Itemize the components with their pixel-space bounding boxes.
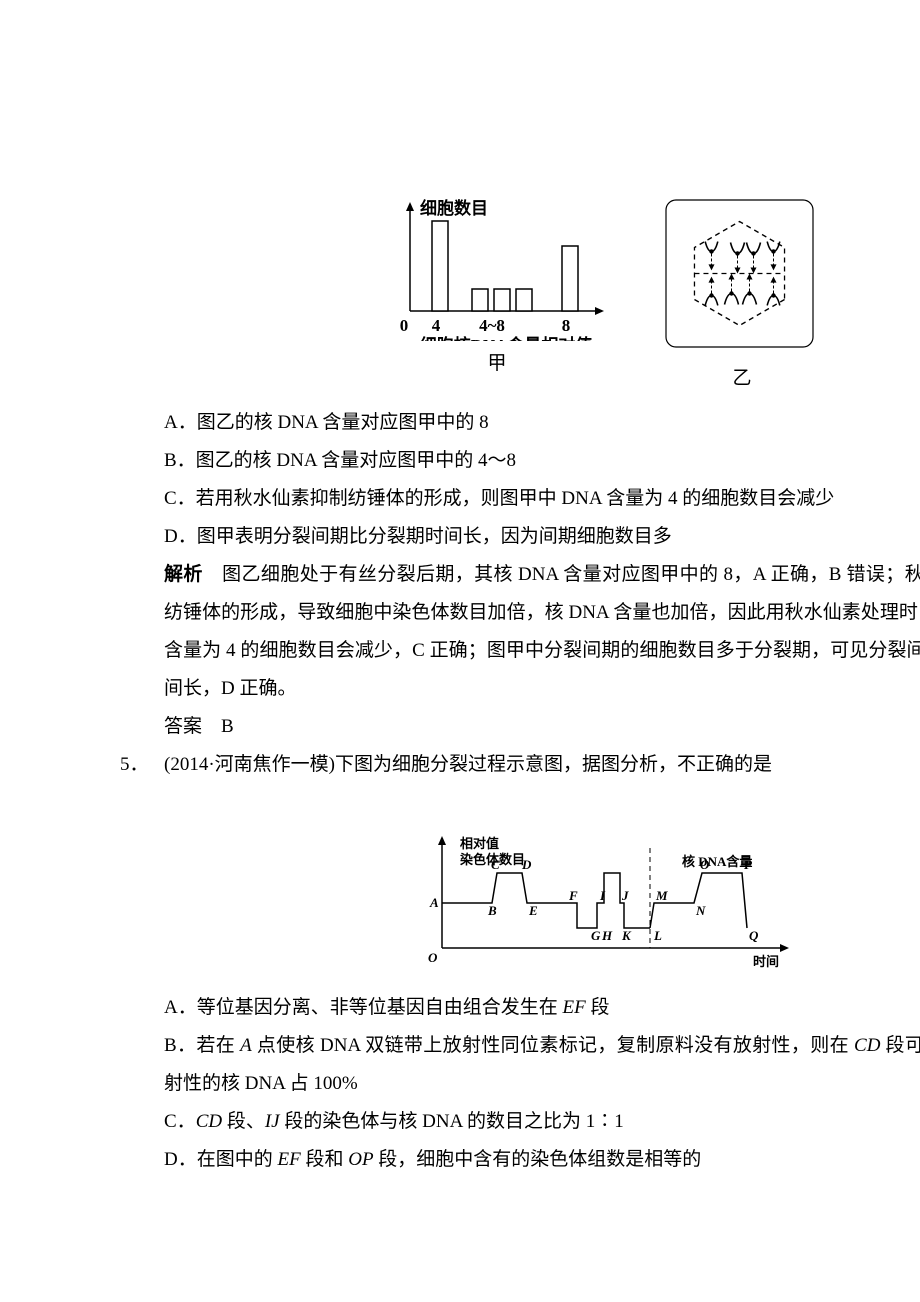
svg-text:时间: 时间 [753, 954, 779, 969]
q4-explain: 解析 图乙细胞处于有丝分裂后期，其核 DNA 含量对应图甲中的 8，A 正确，B… [164, 556, 920, 708]
q4-paren: ( )。 [164, 150, 920, 188]
answer-value: B [221, 716, 234, 737]
q4-figure-jia: 细胞数目 0 4 4~8 8细胞核DNA含量相对值 甲 [382, 196, 612, 398]
q4-answer: 答案 B [164, 708, 920, 746]
svg-text:E: E [528, 903, 538, 918]
q4-opt-d: D．图甲表明分裂间期比分裂期时间长，因为间期细胞数目多 [164, 518, 920, 556]
svg-text:O: O [428, 950, 438, 965]
svg-text:O: O [700, 857, 710, 872]
q4-figures: 细胞数目 0 4 4~8 8细胞核DNA含量相对值 甲 乙 [164, 196, 920, 398]
caption-jia: 甲 [487, 345, 506, 383]
svg-text:G: G [591, 928, 601, 943]
q5-row: 5． (2014·河南焦作一模)下图为细胞分裂过程示意图，据图分析，不正确的是 … [120, 746, 920, 1179]
svg-text:P: P [744, 857, 753, 872]
svg-text:0: 0 [400, 316, 409, 335]
svg-text:细胞数目: 细胞数目 [420, 198, 488, 218]
q5-opt-b: B．若在 A 点使核 DNA 双链带上放射性同位素标记，复制原料没有放射性，则在… [164, 1027, 920, 1103]
q5-stem: (2014·河南焦作一模)下图为细胞分裂过程示意图，据图分析，不正确的是 [164, 746, 920, 784]
answer-label: 答案 [164, 716, 202, 737]
explain-text: 图乙细胞处于有丝分裂后期，其核 DNA 含量对应图甲中的 8，A 正确，B 错误… [164, 564, 920, 699]
svg-text:4~8: 4~8 [479, 316, 505, 335]
svg-text:K: K [621, 928, 632, 943]
svg-text:H: H [601, 928, 613, 943]
bar-chart-jia: 细胞数目 0 4 4~8 8细胞核DNA含量相对值 [382, 196, 612, 341]
svg-text:J: J [621, 888, 629, 903]
svg-text:8: 8 [562, 316, 571, 335]
svg-text:A: A [429, 895, 439, 910]
line-chart-q5: 相对值染色体数目核 DNA含量时间OABCDEFGHIJKLMNOPQ [402, 828, 802, 983]
q4-figure-yi: 乙 [662, 196, 822, 398]
svg-text:相对值: 相对值 [460, 836, 499, 851]
svg-text:C: C [491, 857, 500, 872]
cell-diagram-yi [662, 196, 822, 356]
explain-label: 解析 [164, 564, 203, 585]
q5-opt-d: D．在图中的 EF 段和 OP 段，细胞中含有的染色体组数是相等的 [164, 1141, 920, 1179]
svg-text:F: F [568, 888, 578, 903]
q4-opt-c: C．若用秋水仙素抑制纺锤体的形成，则图甲中 DNA 含量为 4 的细胞数目会减少 [164, 480, 920, 518]
q5-opt-c: C．CD 段、IJ 段的染色体与核 DNA 的数目之比为 1∶1 [164, 1103, 920, 1141]
svg-text:B: B [487, 903, 497, 918]
svg-text:D: D [521, 857, 532, 872]
q5-opt-a: A．等位基因分离、非等位基因自由组合发生在 EF 段 [164, 989, 920, 1027]
q5-paren: ( )。 [164, 784, 920, 822]
q4-opt-b: B．图乙的核 DNA 含量对应图甲中的 4～8 [164, 442, 920, 480]
svg-text:4: 4 [432, 316, 441, 335]
svg-text:M: M [655, 888, 668, 903]
q4-opt-a: A．图乙的核 DNA 含量对应图甲中的 8 [164, 404, 920, 442]
svg-text:N: N [695, 903, 706, 918]
svg-text:L: L [653, 928, 662, 943]
q5-figure: 相对值染色体数目核 DNA含量时间OABCDEFGHIJKLMNOPQ [164, 828, 920, 983]
svg-text:I: I [599, 888, 606, 903]
q5-number: 5． [120, 746, 164, 1179]
caption-yi: 乙 [732, 360, 751, 398]
svg-text:核 DNA含量: 核 DNA含量 [682, 854, 752, 869]
svg-text:细胞核DNA含量相对值: 细胞核DNA含量相对值 [420, 335, 593, 341]
svg-text:Q: Q [749, 928, 759, 943]
